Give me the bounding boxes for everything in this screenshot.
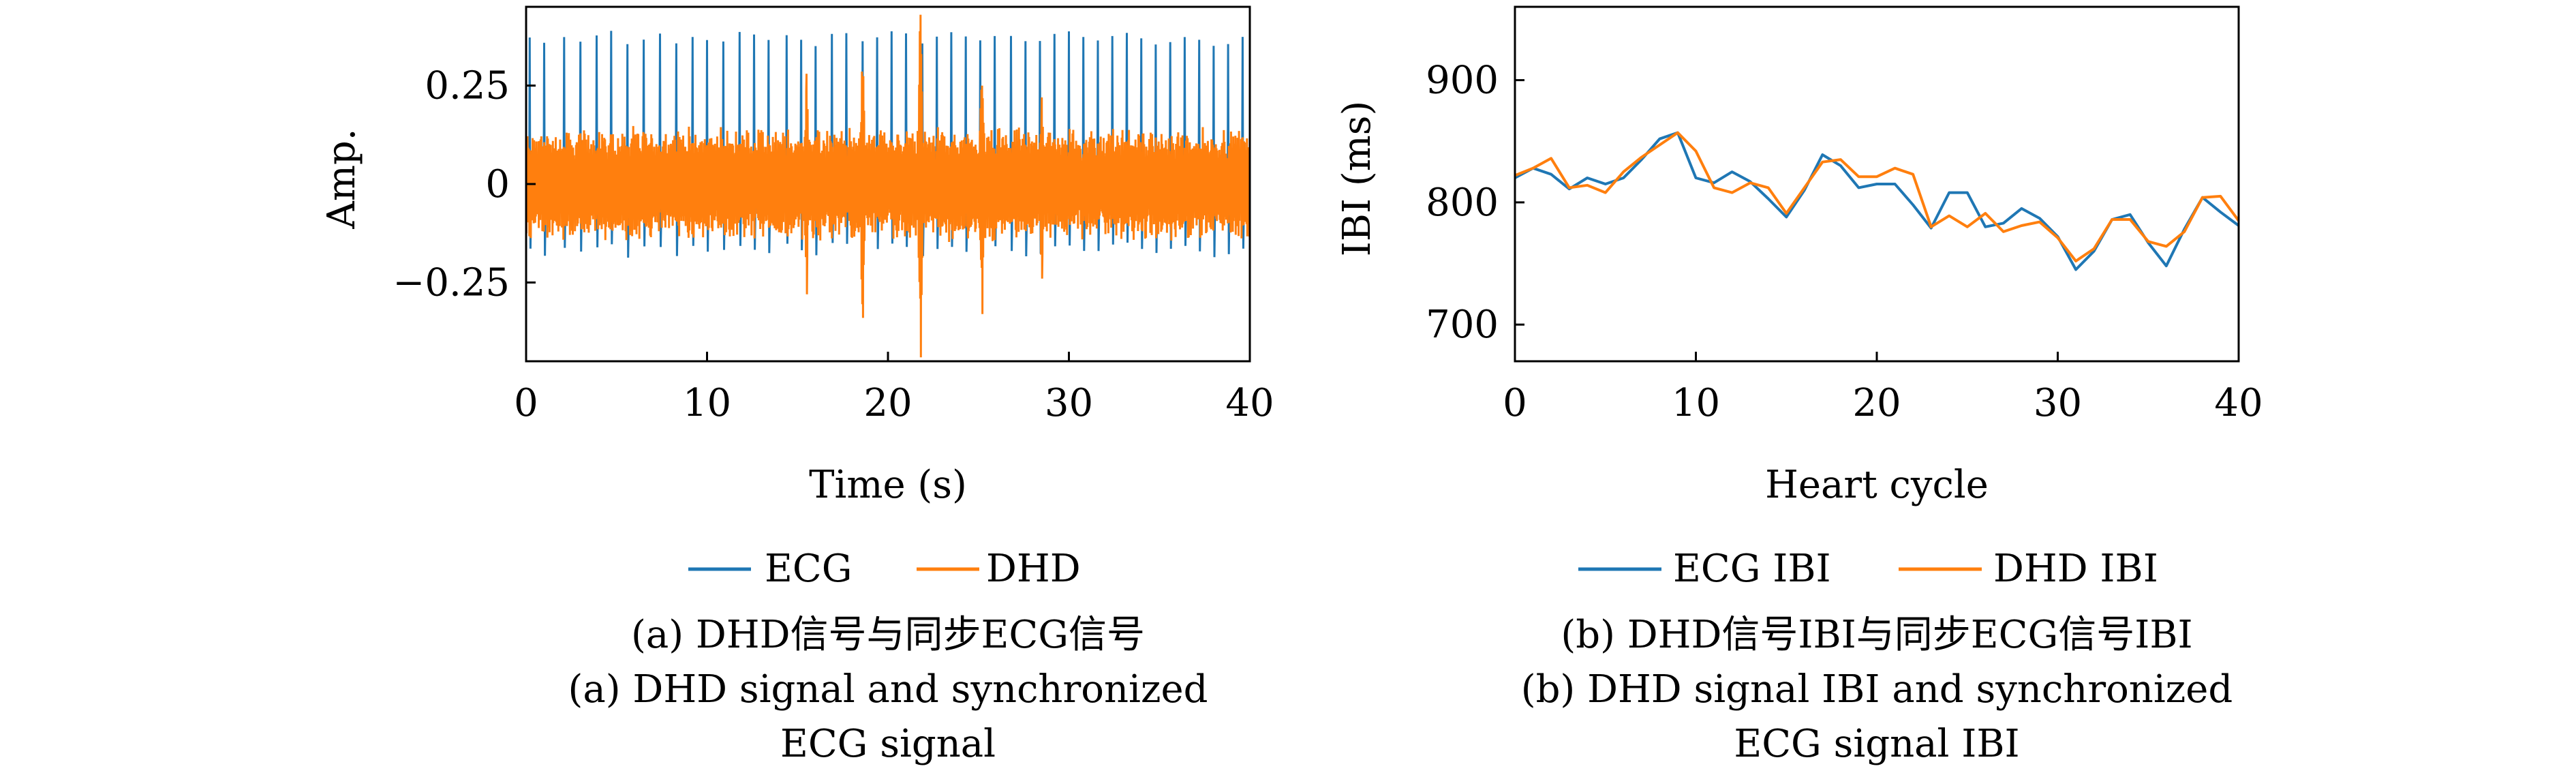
x-tick-label-a: 40: [1225, 381, 1274, 425]
dhd-series: [525, 14, 1251, 358]
x-axis-label-a: Time (s): [809, 463, 967, 507]
x-ticks-a: 0 10 20 30 40: [514, 352, 1274, 425]
y-tick-label-a: 0.25: [425, 64, 510, 108]
series-line-dhd: [525, 14, 1251, 358]
y-tick-label-a: 0: [485, 162, 510, 207]
legend-a: ECG DHD: [688, 547, 1081, 591]
x-tick-label-a: 30: [1045, 381, 1093, 425]
legend-b: ECG IBI DHD IBI: [1578, 547, 2158, 591]
x-tick-label-a: 10: [683, 381, 731, 425]
y-tick-label-b: 800: [1426, 181, 1499, 225]
x-tick-label-b: 0: [1503, 381, 1527, 425]
chart-a: 0 10 20 30 40 0.25 0 −0.25 Time (s) Amp. ECG D…: [320, 5, 1274, 766]
caption-b-line3: ECG signal IBI: [1734, 722, 2019, 766]
chart-b: 0 10 20 30 40 700 800 900 Heart cycle IBI (ms)…: [1335, 5, 2263, 766]
y-tick-label-b: 900: [1426, 59, 1499, 103]
caption-a-line2: (a) DHD signal and synchronized: [568, 667, 1208, 712]
caption-b-line1: (b) DHD信号IBI与同步ECG信号IBI: [1561, 613, 2192, 657]
y-ticks-a: 0.25 0 −0.25: [393, 64, 536, 305]
caption-a-line3: ECG signal: [780, 722, 996, 766]
legend-label-dhd-ibi: DHD IBI: [1993, 547, 2158, 591]
y-tick-label-b: 700: [1426, 303, 1499, 347]
x-tick-label-a: 0: [514, 381, 538, 425]
series-line-dhd-ibi: [1514, 131, 2240, 262]
series-line-ecg-ibi: [1514, 131, 2240, 271]
x-tick-label-b: 30: [2034, 381, 2082, 425]
legend-label-dhd: DHD: [986, 547, 1081, 591]
y-ticks-b: 700 800 900: [1426, 59, 1524, 347]
y-axis-label-a: Amp.: [320, 128, 364, 229]
x-tick-label-b: 10: [1672, 381, 1720, 425]
ibi-series: [1514, 131, 2240, 271]
caption-b-line2: (b) DHD signal IBI and synchronized: [1521, 667, 2233, 712]
x-ticks-b: 0 10 20 30 40: [1503, 352, 2263, 425]
legend-label-ecg-ibi: ECG IBI: [1673, 547, 1831, 591]
x-axis-label-b: Heart cycle: [1765, 463, 1989, 507]
x-tick-label-b: 20: [1852, 381, 1901, 425]
legend-label-ecg: ECG: [765, 547, 852, 591]
y-tick-label-a: −0.25: [393, 260, 510, 305]
y-axis-label-b: IBI (ms): [1335, 101, 1379, 257]
x-tick-label-b: 40: [2214, 381, 2263, 425]
caption-a-line1: (a) DHD信号与同步ECG信号: [631, 613, 1145, 657]
x-tick-label-a: 20: [863, 381, 912, 425]
